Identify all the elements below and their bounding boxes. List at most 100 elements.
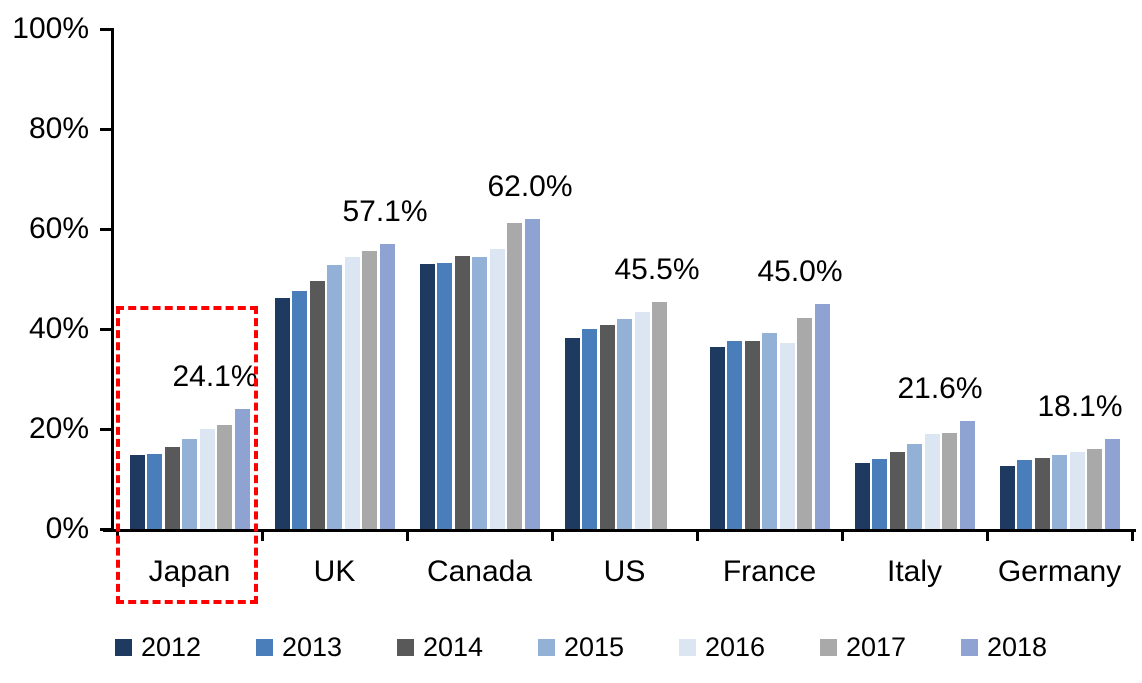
x-axis-label-italy: Italy [886,555,943,588]
bar-france-2017 [797,317,812,529]
bar-france-2015 [762,333,777,529]
x-axis-tick-mark [695,532,699,541]
bar-germany-2012 [999,466,1015,529]
bar-italy-2015 [907,444,922,529]
bar-group-us [552,301,697,529]
y-axis-tick-label: 40% [28,312,89,345]
bar-italy-2012 [854,463,870,529]
bar-japan-2017 [217,424,232,529]
legend-item-2018: 2018 [961,629,1047,665]
x-axis-tick-mark [1130,532,1134,541]
bar-canada-2012 [419,264,435,529]
bar-uk-2015 [327,264,342,529]
bar-us-2016 [634,312,650,529]
legend-swatch-2016 [679,638,696,656]
bar-japan-2014 [164,446,180,529]
x-axis-label-canada: Canada [426,555,533,588]
x-axis-tick-mark [985,532,989,541]
bar-japan-2016 [199,428,215,529]
bar-germany-2017 [1087,449,1102,529]
bar-canada-2014 [454,255,470,529]
bar-canada-2016 [489,249,505,529]
bar-uk-2018 [379,243,395,529]
data-label-italy: 21.6% [897,372,983,405]
legend-item-2014: 2014 [397,629,483,665]
bar-italy-2013 [872,459,887,529]
data-label-us: 45.5% [614,252,700,286]
bar-uk-2014 [309,280,325,529]
x-axis-tick-mark [260,532,264,541]
legend-swatch-2014 [397,638,414,656]
data-label-germany: 18.1% [1037,389,1123,423]
y-axis-tick-mark [100,228,112,231]
bar-japan-2013 [147,454,162,529]
bar-france-2012 [709,346,725,529]
bar-italy-2014 [889,451,905,529]
bar-group-canada [407,219,552,529]
y-axis-tick-mark [100,328,112,331]
bar-germany-2016 [1069,452,1085,529]
y-axis-tick-mark [100,428,112,431]
y-axis-tick-mark [100,28,112,31]
bar-us-2015 [617,319,632,529]
bar-group-italy [842,421,987,529]
data-label-canada: 62.0% [487,170,573,203]
x-axis-tick-mark [405,532,409,541]
data-label-japan: 24.1% [172,359,258,393]
bar-canada-2017 [507,223,522,529]
bar-germany-2015 [1052,455,1067,529]
legend-item-2015: 2015 [538,629,624,665]
bar-italy-2017 [942,432,957,529]
legend-item-2016: 2016 [679,629,765,665]
bar-us-2014 [599,325,615,529]
legend-swatch-2017 [820,638,837,656]
data-label-uk: 57.1% [342,194,428,228]
y-axis-tick-mark [100,528,112,531]
legend-swatch-2012 [115,638,132,656]
x-axis-label-japan: Japan [148,555,231,588]
japan-highlight-dashed-box [116,306,258,604]
bar-us-2013 [582,329,597,529]
bar-canada-2013 [437,262,452,529]
bar-group-uk [262,243,407,529]
bar-uk-2017 [362,251,377,529]
bar-france-2018 [814,304,830,529]
legend-label-2014: 2014 [423,632,484,662]
bar-canada-2015 [472,256,487,529]
bar-group-france [697,304,842,529]
legend-label-2017: 2017 [846,632,907,662]
legend-item-2013: 2013 [256,629,342,665]
bar-japan-2012 [129,455,145,529]
bar-uk-2013 [292,291,307,529]
bar-italy-2018 [959,421,975,529]
data-label-france: 45.0% [757,255,843,288]
legend-label-2015: 2015 [564,632,625,662]
x-axis-tick-mark [550,532,554,541]
y-axis-tick-label: 100% [12,12,89,45]
legend: 2012 2013 2014 2015 2016 2017 2018 [0,627,1142,667]
bar-us-2017 [652,301,667,529]
y-axis-tick-label: 60% [28,212,89,245]
x-axis-label-germany: Germany [997,555,1122,588]
legend-label-2016: 2016 [705,632,766,662]
bar-germany-2018 [1104,438,1120,529]
bar-uk-2016 [344,256,360,529]
bar-canada-2018 [524,219,540,529]
legend-label-2012: 2012 [141,632,202,662]
y-axis-line [111,28,114,532]
legend-swatch-2015 [538,638,555,656]
legend-label-2013: 2013 [282,632,343,662]
bar-group-germany [987,438,1132,529]
y-axis-tick-mark [100,128,112,131]
y-axis-tick-label: 20% [28,412,89,445]
x-axis-label-france: France [722,555,817,588]
bar-italy-2016 [924,433,940,529]
bar-france-2014 [744,340,760,529]
legend-item-2012: 2012 [115,629,201,665]
legend-label-2018: 2018 [987,632,1048,662]
x-axis-label-us: US [603,555,646,588]
legend-swatch-2013 [256,638,273,656]
y-axis-tick-label: 0% [45,512,89,545]
x-axis-label-uk: UK [313,555,356,588]
